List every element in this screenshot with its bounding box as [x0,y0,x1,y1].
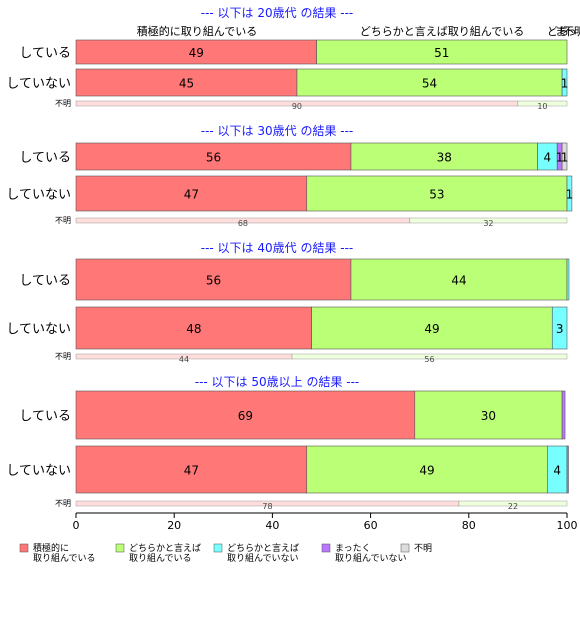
legend-label: どちらかと言えば [129,542,201,554]
unknown-bar-segment [458,500,568,507]
legend-swatch [115,543,125,553]
bar-value-label: 4 [544,151,552,165]
unknown-row-label-4: 不明 [55,499,71,508]
bar-value-label: 47 [184,464,199,478]
bar-segment [296,68,563,97]
bar-segment [75,306,312,350]
x-tick-label: 100 [557,519,578,532]
bar-segment [75,390,416,440]
row-label-1-2: していない [6,77,71,92]
bar-segment [311,306,553,350]
bar-segment [75,258,352,301]
bar-segment [75,175,308,212]
legend-label: どちらかと言えば [227,542,299,554]
row-label-3-2: していない [6,322,71,337]
bar-value-label: 4 [553,464,561,478]
row-label-2-2: していない [6,188,71,203]
legend-label: 不明 [414,543,432,554]
bar-value-label: 1 [561,77,569,91]
row-label-4-1: している [19,409,71,424]
bar-value-label: 49 [419,464,434,478]
unknown-row-label-3: 不明 [55,352,71,361]
category-header-2: どちらかと言えば取り組んでいる [360,25,524,38]
category-header-3: どち [547,25,569,38]
bar-value-label: 44 [451,274,466,288]
bar-value-label: 30 [481,409,496,423]
bar-segment [316,39,568,65]
bar-value-label: 45 [179,77,194,91]
bar-value-label: 49 [189,46,204,60]
category-header-5: 不明 [563,25,580,38]
panel-title-2: --- 以下は 30歳代 の結果 --- [201,124,354,138]
bar-value-label: 69 [238,409,253,423]
row-label-1-1: している [19,46,71,61]
bar-segment [566,175,573,212]
unknown-row-label-1: 不明 [55,99,71,108]
category-header-1: 積極的に取り組んでいる [137,24,257,38]
bar-value-label: 56 [206,274,221,288]
panel-title-4: --- 以下は 50歳以上 の結果 --- [195,375,360,389]
bar-value-label: 1 [556,151,564,165]
unknown-row-label-2: 不明 [55,216,71,225]
bar-segment [75,445,308,494]
category-header-4: まっ [555,25,577,38]
panel-title-3: --- 以下は 40歳代 の結果 --- [201,241,354,255]
row-label-4-2: していない [6,464,71,479]
legend-label: 取り組んでいる [33,552,96,564]
bar-value-label: 54 [422,77,437,91]
unknown-bar-value: 32 [483,219,493,228]
x-tick-label: 60 [364,519,378,532]
bar-segment [561,142,568,171]
unknown-bar-value: 44 [179,355,189,364]
bar-value-label: 49 [424,322,439,336]
bar-segment [566,258,570,301]
bar-value-label: 56 [206,151,221,165]
row-label-2-1: している [19,151,71,166]
bar-value-label: 53 [429,188,444,202]
bar-value-label: 1 [561,151,569,165]
legend-label: 取り組んでいる [129,552,192,564]
bar-value-label: 3 [556,322,564,336]
unknown-bar-value: 10 [537,102,547,111]
legend-swatch [321,543,331,553]
unknown-bar-value: 68 [238,219,248,228]
legend-swatch [400,543,410,553]
legend-swatch [19,543,29,553]
unknown-bar-value: 56 [424,355,434,364]
bar-segment [75,39,317,65]
row-label-3-1: している [19,274,71,289]
bar-value-label: 51 [434,46,449,60]
unknown-bar-value: 90 [292,102,302,111]
legend-label: まったく [335,543,371,554]
legend-label: 取り組んでいない [227,552,299,564]
unknown-bar-segment [291,353,568,360]
bar-segment [561,68,568,97]
x-tick-label: 80 [462,519,476,532]
bar-segment [75,68,298,97]
x-tick-label: 40 [265,519,279,532]
bar-value-label: 47 [184,188,199,202]
unknown-bar-segment [517,100,568,107]
bar-segment [350,258,568,301]
bar-segment [306,175,568,212]
bar-value-label: 48 [186,322,201,336]
unknown-bar-value: 22 [508,502,518,511]
bar-segment [551,306,568,350]
bar-segment [414,390,563,440]
x-tick-label: 20 [167,519,181,532]
x-tick-label: 0 [73,519,80,532]
unknown-bar-value: 78 [262,502,272,511]
bar-segment [566,445,569,494]
bar-segment [75,142,352,171]
unknown-bar-segment [409,217,568,224]
bar-segment [561,390,566,440]
bar-value-label: 38 [437,151,452,165]
legend-swatch [213,543,223,553]
legend-label: 取り組んでいない [335,552,407,564]
legend-label: 積極的に [33,542,69,554]
bar-value-label: 1 [566,188,574,202]
panel-title-1: --- 以下は 20歳代 の結果 --- [201,6,354,20]
